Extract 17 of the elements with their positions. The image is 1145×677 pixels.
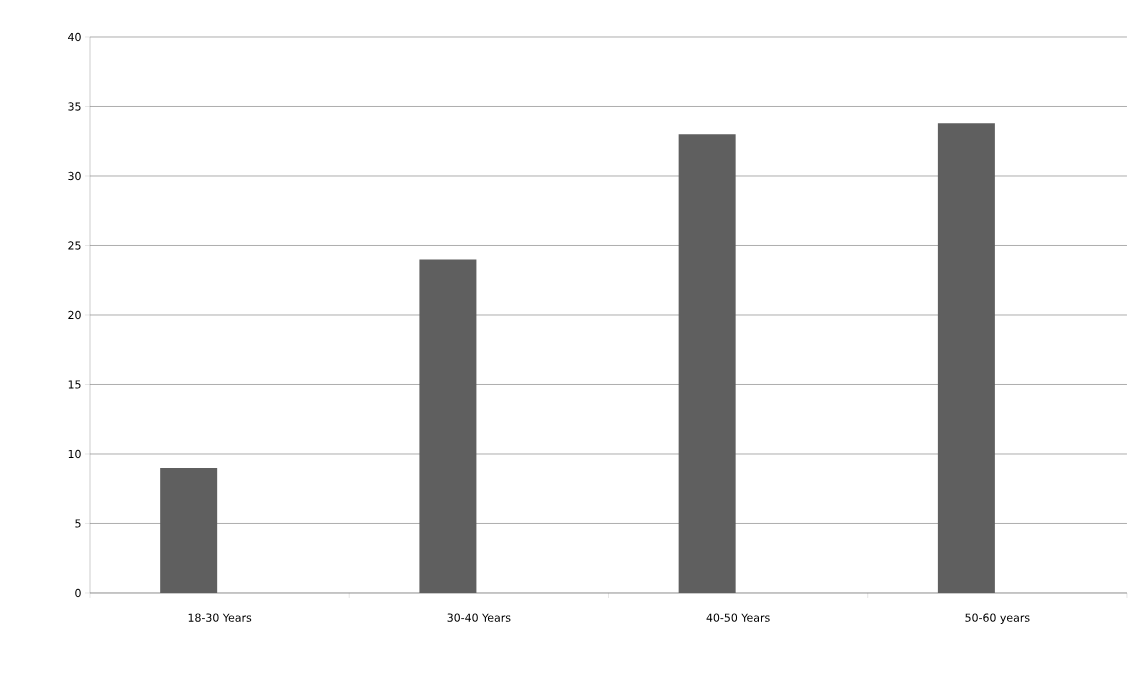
x-tick-label: 40-50 Years bbox=[706, 613, 770, 622]
x-tick-label: 30-40 Years bbox=[447, 613, 511, 622]
x-tick-label: 50-60 years bbox=[965, 613, 1030, 624]
y-tick-label: 35 bbox=[68, 102, 81, 111]
y-tick-label: 15 bbox=[68, 380, 81, 389]
y-tick-label: 5 bbox=[75, 519, 81, 528]
bar bbox=[160, 467, 218, 593]
y-tick-label: 30 bbox=[68, 171, 81, 181]
bar bbox=[678, 134, 736, 593]
y-tick-label: 10 bbox=[68, 449, 81, 459]
y-tick-label: 20 bbox=[68, 310, 81, 320]
x-tick-label: 18-30 Years bbox=[188, 613, 252, 622]
y-tick-label: 25 bbox=[68, 241, 81, 250]
y-tick-label: 40 bbox=[68, 32, 81, 42]
y-tick-label: 0 bbox=[75, 588, 81, 598]
bar bbox=[937, 123, 995, 593]
bar bbox=[419, 259, 477, 593]
